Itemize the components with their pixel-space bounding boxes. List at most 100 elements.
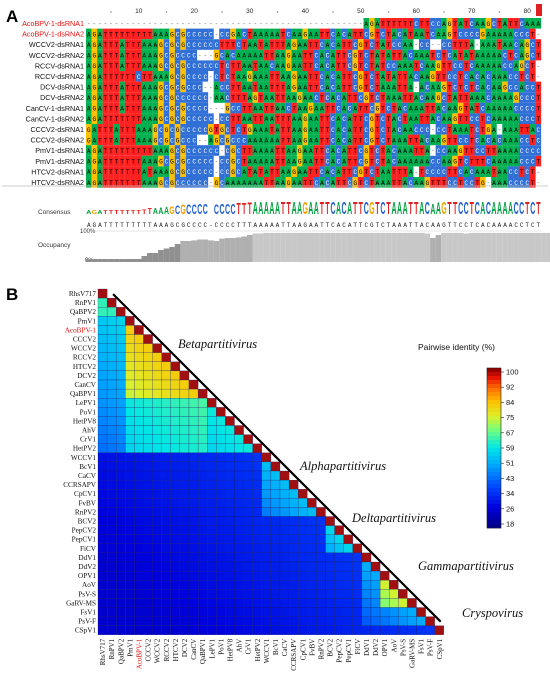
heatmap-cell bbox=[288, 589, 299, 599]
alignment-cell bbox=[374, 124, 381, 135]
alignment-cell bbox=[263, 113, 270, 124]
alignment-base: C bbox=[520, 21, 524, 28]
heatmap-cell bbox=[152, 589, 162, 599]
alignment-cell bbox=[535, 134, 542, 146]
logo-letter: A bbox=[314, 198, 319, 218]
alignment-base: C bbox=[481, 106, 485, 113]
alignment-cell bbox=[357, 28, 364, 40]
alignment-cell bbox=[119, 39, 125, 50]
alignment-base: G bbox=[359, 84, 363, 91]
heatmap-cell bbox=[197, 434, 208, 444]
alignment-cell bbox=[346, 39, 353, 50]
alignment-cell bbox=[407, 134, 414, 146]
alignment-base: A bbox=[154, 159, 158, 166]
heatmap-cell bbox=[134, 616, 144, 626]
alignment-cell bbox=[191, 134, 198, 146]
alignment-base: T bbox=[342, 84, 346, 91]
heatmap-cell bbox=[125, 498, 135, 508]
alignment-base: A bbox=[409, 116, 413, 123]
heatmap-cell bbox=[216, 543, 226, 554]
alignment-base: T bbox=[104, 116, 108, 123]
alignment-base: A bbox=[154, 180, 158, 187]
alignment-cell bbox=[430, 102, 436, 114]
alignment-base: C bbox=[187, 148, 191, 155]
sequence-name: AcoBPV-1-dsRNA2 bbox=[22, 30, 84, 39]
alignment-cell bbox=[274, 145, 281, 156]
heatmap-cell bbox=[188, 416, 199, 426]
alignment-cell bbox=[468, 177, 475, 188]
alignment-base: A bbox=[498, 180, 502, 187]
alignment-gap: - bbox=[309, 21, 313, 28]
alignment-base: A bbox=[148, 106, 152, 113]
sequence-name: CCCV2-dsRNA2 bbox=[30, 136, 84, 145]
alignment-base: A bbox=[353, 106, 357, 113]
clade-name: Gammapartitivirus bbox=[418, 559, 514, 573]
alignment-cell bbox=[402, 49, 408, 61]
alignment-base: C bbox=[181, 95, 185, 102]
alignment-cell bbox=[219, 28, 225, 40]
heatmap-row-label: BcV1 bbox=[79, 463, 96, 471]
heatmap-cell bbox=[298, 607, 308, 617]
alignment-cell bbox=[496, 145, 503, 156]
alignment-base: A bbox=[87, 180, 91, 187]
alignment-cell bbox=[152, 155, 159, 167]
alignment-base: C bbox=[525, 106, 529, 113]
alignment-cell bbox=[219, 166, 225, 177]
alignment-cell bbox=[413, 134, 420, 146]
alignment-base: A bbox=[298, 74, 302, 81]
alignment-base: A bbox=[492, 116, 496, 123]
consensus-base: A bbox=[348, 222, 352, 229]
alignment-cell bbox=[518, 177, 525, 188]
panel-b-heatmap: B RhsV717RnPV1QaBPV2PmV1AcoBPV-1CCCV2WCC… bbox=[6, 285, 523, 671]
alignment-base: C bbox=[442, 106, 446, 113]
alignment-base: A bbox=[520, 53, 524, 60]
alignment-cell bbox=[468, 102, 475, 114]
alignment-cell bbox=[102, 92, 109, 103]
alignment-cell bbox=[135, 39, 142, 50]
alignment-base: A bbox=[248, 116, 252, 123]
alignment-cell bbox=[452, 155, 458, 167]
alignment-cell bbox=[474, 81, 481, 93]
heatmap-cell bbox=[261, 461, 272, 472]
alignment-cell bbox=[480, 60, 486, 71]
occupancy-bar bbox=[502, 232, 508, 262]
alignment-cell bbox=[291, 102, 297, 114]
alignment-base: T bbox=[270, 169, 274, 176]
alignment-base: C bbox=[220, 84, 224, 91]
alignment-base: T bbox=[309, 53, 313, 60]
heatmap-cell bbox=[279, 625, 290, 635]
alignment-base: T bbox=[359, 31, 363, 38]
alignment-cell bbox=[480, 49, 486, 61]
heatmap-cell bbox=[188, 516, 199, 526]
heatmap-cell bbox=[298, 543, 308, 554]
alignment-cell bbox=[430, 81, 436, 93]
alignment-cell bbox=[491, 145, 497, 156]
alignment-base: T bbox=[109, 180, 113, 187]
alignment-cell bbox=[480, 81, 486, 93]
alignment-base: T bbox=[276, 74, 280, 81]
logo-letter: T bbox=[359, 198, 364, 218]
heatmap-cell bbox=[279, 552, 290, 563]
heatmap-column-label: PepCV2 bbox=[336, 638, 344, 662]
heatmap-cell bbox=[243, 489, 253, 499]
alignment-cell bbox=[313, 60, 320, 71]
consensus-base: G bbox=[170, 222, 174, 229]
alignment-base: A bbox=[459, 21, 463, 28]
heatmap-cell bbox=[134, 507, 144, 517]
alignment-base: A bbox=[514, 159, 518, 166]
heatmap-cell bbox=[379, 589, 390, 599]
alignment-base: A bbox=[498, 159, 502, 166]
heatmap-cell bbox=[161, 398, 171, 408]
alignment-base: T bbox=[326, 116, 330, 123]
alignment-cell bbox=[480, 92, 486, 103]
alignment-base: G bbox=[503, 84, 507, 91]
alignment-cell bbox=[158, 145, 164, 156]
alignment-cell bbox=[191, 124, 198, 135]
alignment-base: G bbox=[170, 63, 174, 70]
alignment-base: C bbox=[209, 116, 213, 123]
heatmap-cell bbox=[161, 498, 171, 508]
alignment-cell bbox=[296, 28, 303, 40]
alignment-base: C bbox=[209, 159, 213, 166]
alignment-cell bbox=[507, 39, 514, 50]
alignment-cell bbox=[530, 145, 536, 156]
